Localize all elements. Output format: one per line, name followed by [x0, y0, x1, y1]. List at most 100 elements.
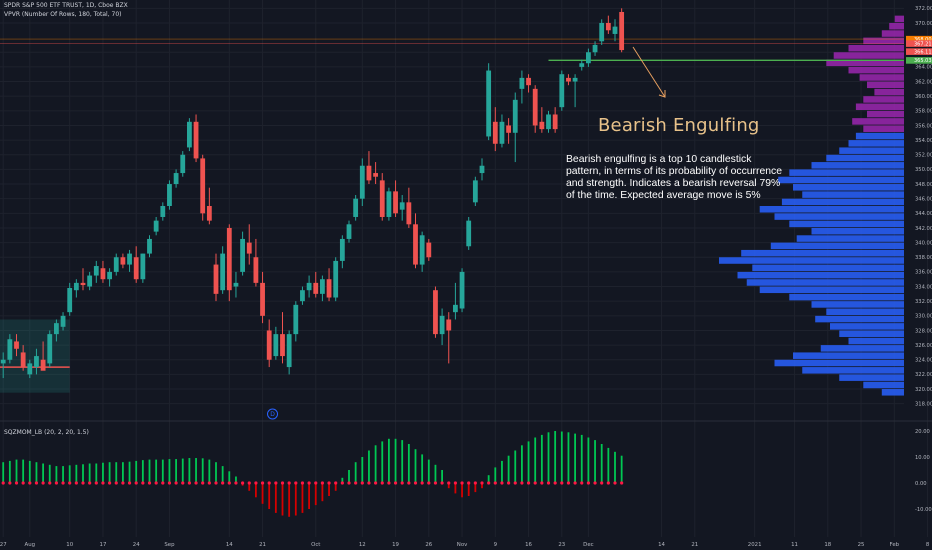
- candle-body: [40, 359, 46, 371]
- volume-profile-bar: [863, 96, 904, 103]
- momentum-bar: [494, 467, 497, 483]
- momentum-bar: [2, 462, 5, 483]
- momentum-bar: [334, 483, 337, 491]
- volume-profile-bar: [789, 220, 904, 228]
- candle-body: [266, 330, 272, 360]
- candle-body: [87, 275, 93, 287]
- candle-body: [34, 356, 39, 368]
- volume-profile-bar: [778, 176, 904, 184]
- candle-body: [226, 227, 232, 291]
- momentum-bar: [374, 445, 377, 483]
- candle-body: [359, 165, 365, 199]
- candle-body: [280, 334, 285, 357]
- squeeze-dot: [460, 481, 464, 485]
- candle-body: [526, 77, 531, 86]
- time-tick-label: 9: [494, 542, 498, 548]
- momentum-bar: [407, 444, 410, 483]
- annotation-arrow: [632, 46, 666, 98]
- squeeze-dot: [347, 481, 351, 485]
- squeeze-dot: [234, 481, 238, 485]
- volume-profile-bar: [759, 206, 904, 213]
- momentum-bar: [208, 459, 211, 483]
- momentum-bar: [620, 455, 623, 483]
- volume-profile-bar: [855, 103, 904, 111]
- squeeze-dot: [380, 481, 384, 485]
- momentum-bar: [35, 462, 38, 483]
- momentum-bar: [188, 458, 191, 483]
- squeeze-dot: [493, 481, 497, 485]
- time-tick-label: 14: [226, 542, 233, 548]
- volume-profile-bar: [770, 242, 904, 250]
- price-tick-label: 356.00: [915, 123, 932, 129]
- momentum-bar: [175, 459, 177, 483]
- dividend-marker-label: D: [270, 411, 275, 418]
- momentum-bar: [527, 441, 530, 483]
- volume-profile-bar: [811, 227, 904, 235]
- momentum-bar: [161, 459, 164, 483]
- momentum-bar: [361, 457, 364, 483]
- symbol-legend[interactable]: SPDR S&P 500 ETF TRUST, 1D, Cboe BZX: [4, 2, 128, 9]
- momentum-bar: [521, 445, 523, 483]
- price-tick-label: 322.00: [915, 372, 932, 378]
- candle-body: [386, 191, 392, 217]
- momentum-bar: [540, 434, 543, 483]
- vpvr-legend[interactable]: VPVR (Number Of Rows, 180, Total, 70): [4, 11, 122, 18]
- momentum-bar: [381, 441, 384, 483]
- squeeze-dot: [407, 481, 411, 485]
- volume-profile-bar: [802, 367, 904, 374]
- momentum-bar: [141, 460, 144, 483]
- squeeze-dot: [533, 481, 537, 485]
- volume-profile-bar: [737, 271, 904, 279]
- squeeze-dot: [101, 481, 105, 485]
- candle-body: [459, 271, 465, 309]
- price-tick-label: 362.00: [915, 79, 932, 85]
- volume-profile-bar: [848, 44, 904, 52]
- momentum-bar: [308, 483, 310, 509]
- candle-body: [532, 88, 538, 126]
- momentum-bar: [22, 459, 25, 483]
- candle-body: [246, 242, 252, 254]
- candle-body: [7, 339, 13, 360]
- candle-body: [539, 121, 545, 130]
- price-tick-label: 334.00: [915, 284, 932, 290]
- candle-body: [486, 70, 492, 137]
- price-tick-label: 332.00: [915, 299, 932, 305]
- price-tick-label: 354.00: [915, 138, 932, 144]
- candle-body: [120, 257, 126, 265]
- momentum-bar: [195, 458, 197, 483]
- time-tick-label: Feb: [890, 542, 900, 548]
- candle-body: [379, 180, 385, 217]
- time-tick-label: Oct: [311, 542, 320, 548]
- squeeze-dot: [546, 481, 551, 485]
- squeeze-dot: [167, 481, 172, 485]
- squeeze-dot: [573, 481, 577, 485]
- squeeze-dot: [214, 481, 218, 485]
- momentum-bar: [567, 432, 570, 483]
- time-tick-label: 18: [824, 542, 831, 548]
- time-tick-label: 11: [791, 542, 798, 548]
- momentum-bar: [8, 460, 11, 483]
- squeeze-dot: [453, 481, 457, 485]
- volume-profile-bar: [774, 359, 904, 367]
- momentum-legend[interactable]: SQZMOM_LB (20, 2, 20, 1.5): [4, 429, 89, 436]
- candle-body: [399, 202, 405, 210]
- candle-body: [0, 359, 6, 364]
- candle-body: [353, 198, 359, 217]
- time-tick-label: 12: [359, 542, 366, 548]
- candle-body: [213, 264, 219, 294]
- squeeze-dot: [387, 481, 391, 485]
- candle-body: [579, 63, 585, 67]
- squeeze-dot: [433, 481, 438, 485]
- candle-body: [433, 290, 438, 335]
- price-tick-label: 340.00: [915, 240, 932, 246]
- volume-profile-bar: [811, 301, 904, 308]
- momentum-bar: [15, 459, 18, 483]
- squeeze-dot: [127, 481, 132, 485]
- price-label-text: 366.11: [914, 49, 932, 55]
- squeeze-dot: [1, 481, 5, 485]
- price-tick-label: 370.00: [915, 21, 932, 27]
- volume-profile-bar: [833, 52, 904, 59]
- squeeze-dot: [320, 481, 324, 485]
- momentum-bar: [614, 451, 616, 483]
